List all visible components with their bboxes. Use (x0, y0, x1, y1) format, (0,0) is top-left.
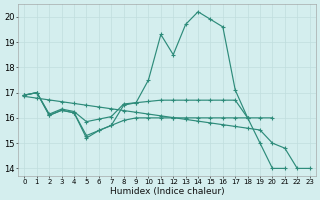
X-axis label: Humidex (Indice chaleur): Humidex (Indice chaleur) (110, 187, 224, 196)
